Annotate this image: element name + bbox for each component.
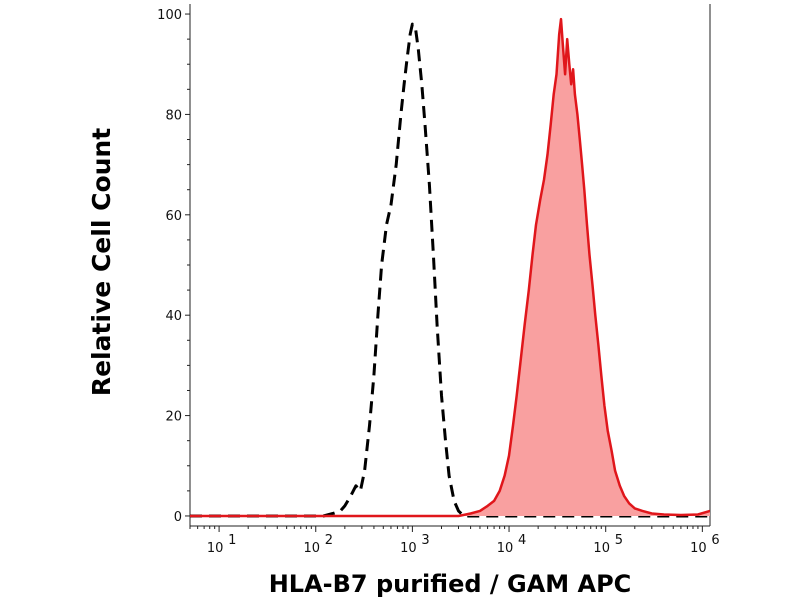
- y-tick-label: 80: [165, 108, 182, 123]
- y-tick-label: 100: [157, 8, 182, 23]
- x-tick-exponent: 4: [518, 533, 526, 548]
- y-axis-title: Relative Cell Count: [87, 128, 116, 396]
- x-tick-label: 10: [207, 541, 224, 556]
- x-axis-title: HLA-B7 purified / GAM APC: [269, 570, 632, 598]
- stained-histogram-line: [190, 17, 710, 518]
- x-tick-label: 10: [690, 541, 707, 556]
- x-tick-label: 10: [497, 541, 514, 556]
- stained-histogram-fill: [190, 19, 710, 516]
- y-tick-label: 60: [165, 209, 182, 224]
- x-tick-exponent: 2: [325, 533, 333, 548]
- x-tick-label: 10: [400, 541, 417, 556]
- series-layer: [190, 17, 710, 518]
- x-tick-exponent: 3: [421, 533, 429, 548]
- x-tick-exponent: 5: [615, 533, 623, 548]
- x-tick-exponent: 1: [228, 533, 236, 548]
- plot-frame: [189, 4, 711, 527]
- x-tick-label: 10: [303, 541, 320, 556]
- y-tick-label: 0: [174, 510, 182, 525]
- x-axis-ticks: 10 1 10 2 10 3 10 4 10 5 10 6: [189, 526, 720, 556]
- x-tick-label: 10: [593, 541, 610, 556]
- y-tick-label: 40: [165, 309, 182, 324]
- control-histogram-line: [190, 22, 710, 518]
- x-tick-exponent: 6: [711, 533, 719, 548]
- y-tick-label: 20: [165, 410, 182, 425]
- y-axis-ticks: 0 20 40 60 80 100: [157, 8, 190, 525]
